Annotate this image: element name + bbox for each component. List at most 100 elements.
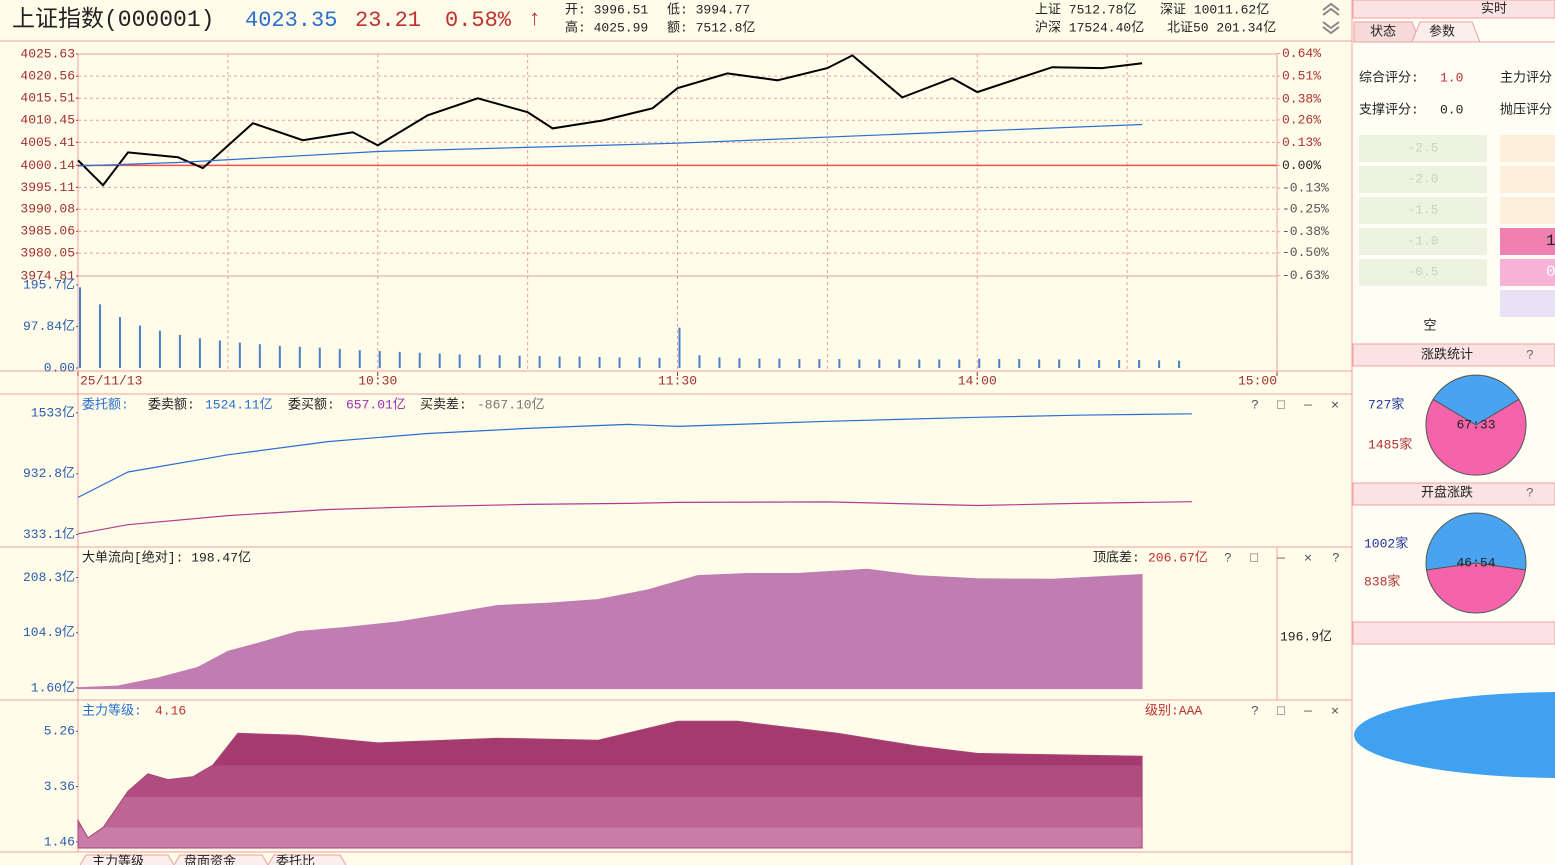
volume-bar	[278, 345, 281, 368]
box	[1500, 166, 1555, 193]
tab-label[interactable]: 状态	[1370, 24, 1396, 39]
panel-label: 657.01亿	[346, 397, 406, 412]
y-tick-label: 3980.05	[20, 246, 75, 261]
y-tick-label: 195.7亿	[23, 277, 75, 292]
panel-icon[interactable]: ?	[1251, 397, 1259, 412]
y2-tick-label: -0.25%	[1282, 201, 1329, 216]
scale-value: 1	[1546, 232, 1555, 250]
y-tick-label: 932.8亿	[23, 466, 75, 481]
arrow: ↑	[528, 7, 541, 32]
volume-bar	[1178, 360, 1181, 368]
pie-slice	[1425, 398, 1527, 476]
volume-bar	[578, 356, 581, 368]
panel-label: 委托额:	[82, 397, 129, 412]
volume-bar	[318, 347, 321, 368]
scale-label: -2.5	[1407, 140, 1438, 155]
section-icon[interactable]: ?	[1526, 347, 1534, 362]
volume-bar	[1118, 359, 1121, 368]
volume-bar	[1138, 359, 1141, 368]
panel-icon[interactable]: —	[1276, 550, 1285, 565]
panel-label: 大单流向[绝对]: 198.47亿	[82, 549, 251, 565]
stat: 低: 3994.77	[667, 2, 750, 17]
volume-bar	[138, 325, 141, 368]
panel-icon[interactable]: □	[1250, 550, 1258, 565]
market: 深证 10011.62亿	[1160, 2, 1269, 17]
stat: 额: 7512.8亿	[667, 20, 755, 35]
bottom-label: 空	[1423, 318, 1436, 333]
section-bar	[1352, 343, 1555, 367]
panel-icon[interactable]: ?	[1224, 550, 1232, 565]
panel-icon[interactable]: □	[1277, 703, 1285, 718]
volume-bar	[718, 357, 721, 368]
y-tick-label: 3995.11	[20, 180, 75, 195]
volume-bar	[458, 354, 461, 368]
section-icon[interactable]: ?	[1526, 485, 1534, 500]
area	[77, 720, 1143, 849]
box	[1500, 290, 1555, 317]
volume-bar	[79, 287, 81, 368]
panel-label: 206.67亿	[1148, 550, 1208, 565]
volume-bar	[558, 356, 561, 368]
pie-count: 1485家	[1368, 436, 1412, 452]
panel-icon[interactable]: □	[1277, 397, 1285, 412]
volume-bar	[218, 340, 221, 368]
tab-label[interactable]: 参数	[1429, 23, 1455, 39]
volume-bar	[998, 359, 1001, 368]
y-tick-label: 97.84亿	[23, 319, 75, 334]
volume-bar	[758, 358, 761, 368]
y-tick-label: 3985.06	[20, 224, 75, 239]
score-value: 0.0	[1440, 102, 1463, 117]
section-title: 开盘涨跌	[1421, 484, 1473, 500]
y-tick-label: 4005.41	[20, 135, 75, 150]
volume-bar	[778, 358, 781, 368]
scale-boxes	[1359, 135, 1555, 317]
title: 上证指数(000001)	[12, 6, 214, 33]
box	[1500, 135, 1555, 162]
panel-icon[interactable]: ✕	[1304, 550, 1312, 565]
bottom-tab-label[interactable]: 盘面资金	[184, 853, 236, 865]
volume-bar	[258, 344, 261, 368]
bottom-tab[interactable]	[79, 854, 347, 865]
volume-bar	[518, 355, 521, 368]
panel-icon[interactable]: —	[1303, 703, 1312, 718]
panel-label: 顶底差:	[1093, 549, 1140, 565]
volume-bar	[438, 353, 441, 368]
volume-bar	[398, 351, 401, 368]
panel-icon[interactable]: —	[1303, 397, 1312, 412]
volume-bar	[198, 338, 201, 368]
panel-icon[interactable]: ✕	[1331, 397, 1339, 412]
score-label: 综合评分:	[1359, 70, 1419, 85]
scale-label: -2.0	[1407, 171, 1438, 186]
volume-bar	[878, 359, 881, 368]
bottom-tab-label[interactable]: 主力等级	[92, 853, 144, 865]
pie-slice	[1425, 562, 1527, 614]
score-value: 1.0	[1440, 70, 1463, 85]
score-label: 支撑评分:	[1359, 102, 1419, 117]
volume-bar	[958, 359, 961, 368]
y-tick-label: 0.00	[44, 360, 75, 375]
side-tab[interactable]: 实时	[1481, 1, 1507, 16]
y2-tick-label: 0.26%	[1282, 112, 1321, 127]
scroll-icon[interactable]	[1322, 2, 1340, 35]
panel-icon[interactable]: ?	[1251, 703, 1259, 718]
panel-label: 4.16	[155, 703, 186, 718]
y2-tick-label: -0.38%	[1282, 224, 1329, 239]
panel-label: 委买额:	[288, 397, 335, 412]
market: 沪深 17524.40亿	[1035, 19, 1144, 35]
panel-icon[interactable]: ?	[1332, 550, 1340, 565]
y-tick-label: 1533亿	[31, 405, 75, 420]
y-tick-label: 4020.56	[20, 69, 75, 84]
y-tick-label: 4025.63	[20, 46, 75, 61]
panel-icon[interactable]: ✕	[1331, 703, 1339, 718]
y2-tick-label: 0.38%	[1282, 91, 1321, 106]
bottom-tab-label[interactable]: 委托比	[276, 854, 315, 865]
volume-bar	[818, 359, 821, 368]
volume-bar	[238, 342, 241, 368]
volume-bar	[978, 358, 981, 368]
box	[1359, 197, 1487, 224]
side-label: 196.9亿	[1280, 629, 1332, 644]
market: 上证 7512.78亿	[1035, 2, 1136, 17]
volume-bar	[838, 359, 841, 368]
volume-bar	[698, 355, 701, 368]
